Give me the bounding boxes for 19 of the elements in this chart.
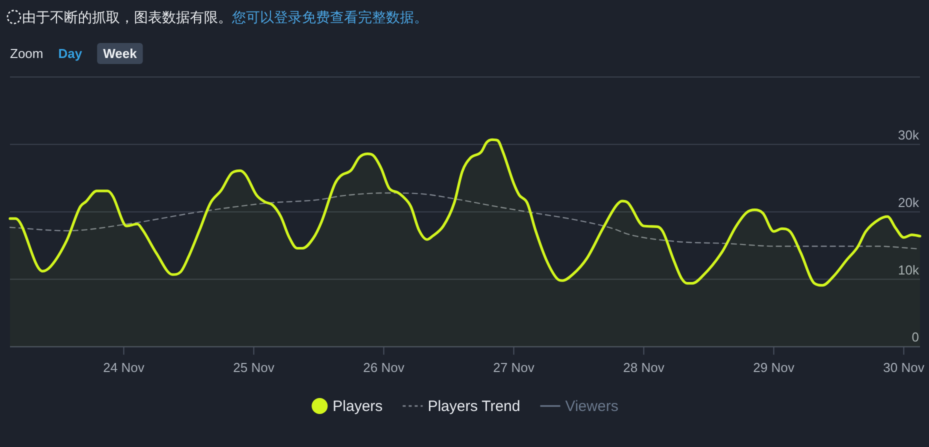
x-tick-label: 27 Nov (493, 360, 535, 375)
text: Day (58, 46, 83, 61)
x-tick-label: 29 Nov (753, 360, 795, 375)
x-tick-label: 28 Nov (623, 360, 665, 375)
y-tick-label: 20k (898, 194, 920, 210)
x-tick-label: 25 Nov (233, 360, 275, 375)
y-tick-label: 10k (898, 262, 920, 278)
x-tick-label: 26 Nov (363, 360, 405, 375)
text: Zoom (10, 46, 44, 61)
x-tick-label: 30 Nov (883, 360, 925, 375)
legend-label: Viewers (565, 398, 618, 415)
y-tick-label: 0 (912, 330, 919, 345)
text: 由于不断的抓取，图表数据有限。 (22, 9, 232, 25)
legend-label: Players Trend (428, 398, 520, 415)
button-week: Week (97, 43, 143, 64)
legend-label: Players (332, 398, 383, 415)
y-tick-label: 30k (898, 127, 920, 142)
x-tick-label: 24 Nov (103, 360, 145, 375)
text: 您可以登录免费查看完整数据。 (231, 9, 428, 25)
